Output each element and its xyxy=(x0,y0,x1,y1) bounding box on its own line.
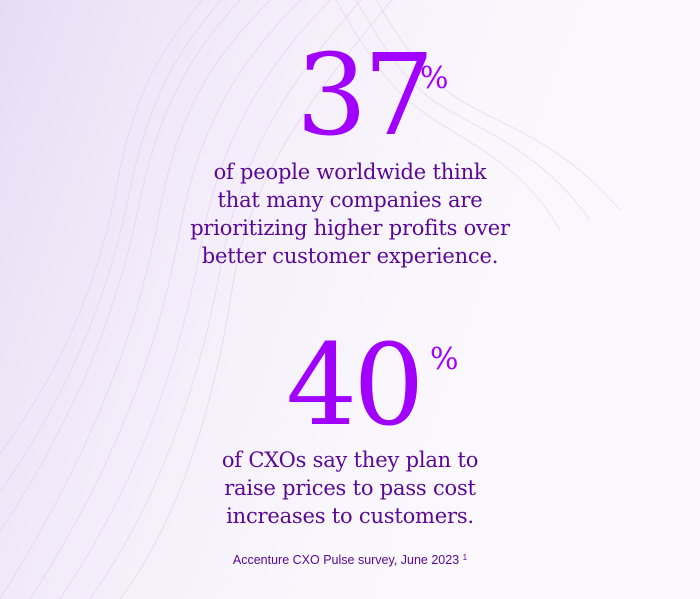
stat1-line: that many companies are xyxy=(217,188,483,212)
stat1-line: of people worldwide think xyxy=(213,160,487,184)
stat2-number: 40 xyxy=(286,321,425,451)
stat2-description: of CXOs say they plan to raise prices to… xyxy=(0,446,700,530)
stat1-percent-sign: % xyxy=(420,61,449,96)
stat2-line: increases to customers. xyxy=(226,504,474,528)
stat2-line: raise prices to pass cost xyxy=(224,476,476,500)
stat1-description: of people worldwide think that many comp… xyxy=(0,158,700,270)
stat1-line: prioritizing higher profits over xyxy=(190,216,510,240)
stat2-line: of CXOs say they plan to xyxy=(221,448,479,472)
source-citation: Accenture CXO Pulse survey, June 2023 1 xyxy=(0,553,700,567)
footnote-marker: 1 xyxy=(462,553,468,562)
source-text: Accenture CXO Pulse survey, June 2023 xyxy=(232,553,460,567)
stat1-line: better customer experience. xyxy=(201,244,499,268)
stat2-percent-sign: % xyxy=(430,342,459,377)
stat1-number: 37 xyxy=(296,31,435,161)
